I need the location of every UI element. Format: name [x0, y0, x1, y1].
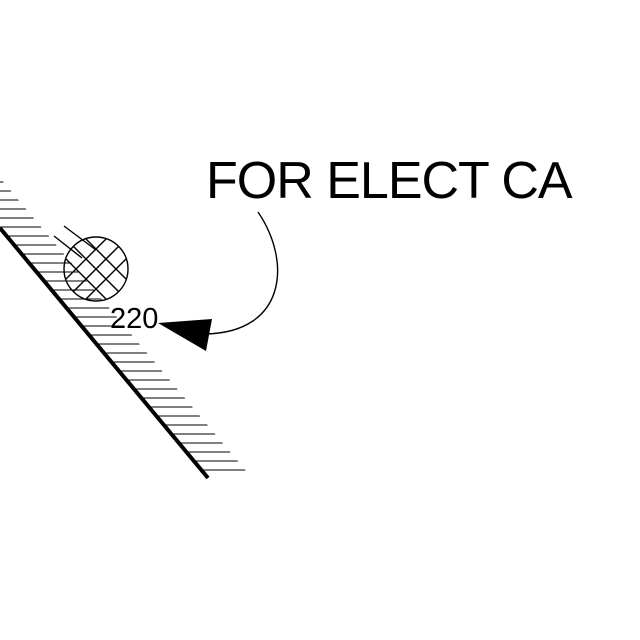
wall-inner-edge	[0, 226, 210, 480]
pipe-lead-line-1	[63, 225, 97, 251]
leader-arrow	[158, 211, 279, 351]
arrowhead	[158, 319, 212, 351]
leader-curve	[205, 211, 279, 335]
wall-outer-boundary	[100, 345, 252, 478]
pipe-lead-line-2	[53, 235, 83, 259]
note-text: FOR ELECT CA	[206, 152, 573, 210]
pipe-crosshatch	[64, 237, 128, 301]
pipe-circle	[63, 236, 129, 302]
conduit-pipe-symbol	[53, 225, 129, 302]
reference-number-label: 220	[110, 303, 158, 335]
